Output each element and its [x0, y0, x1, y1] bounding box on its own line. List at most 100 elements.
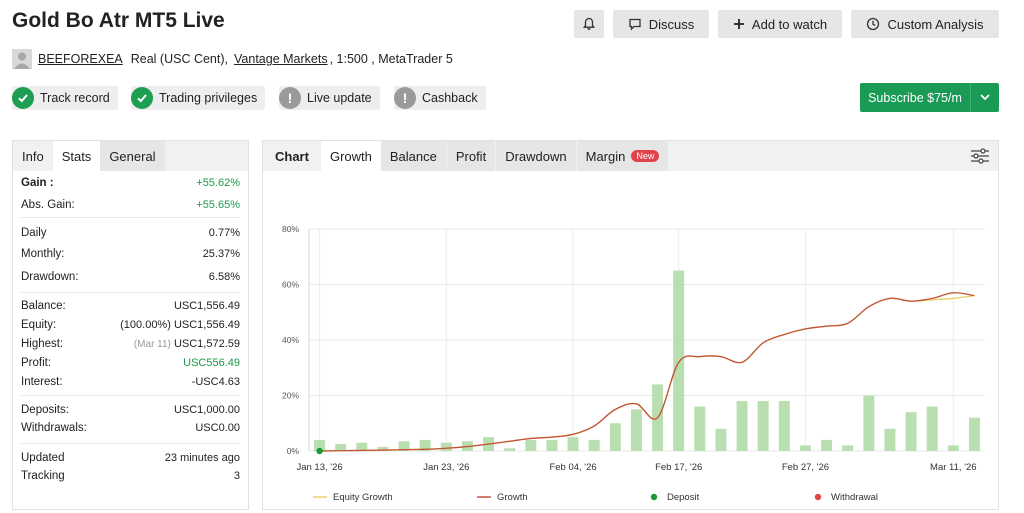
stat-label: Abs. Gain:	[21, 199, 75, 211]
bar	[377, 446, 389, 451]
legend-item: Deposit	[650, 492, 700, 503]
subscribe-label[interactable]: Subscribe $75/m	[860, 83, 971, 112]
bar	[947, 445, 959, 451]
stat-value: USC1,572.59	[173, 337, 240, 350]
bar	[821, 439, 833, 451]
stat-highest: Highest: (Mar 11) USC1,572.59	[21, 334, 240, 353]
tab-drawdown[interactable]: Drawdown	[496, 141, 576, 171]
stat-value: USC1,556.49	[173, 318, 240, 331]
bar	[863, 395, 875, 451]
equity-growth-line	[319, 294, 975, 452]
stat-equity-pct: (100.00%)	[120, 318, 171, 331]
tab-chart[interactable]: Chart	[263, 141, 321, 171]
legend-swatch	[650, 493, 658, 501]
bar	[567, 437, 579, 451]
chevron-down-icon	[980, 94, 990, 101]
chart-panel: Chart Growth Balance Profit Drawdown Mar…	[262, 140, 999, 510]
badge-cashback: ! Cashback	[394, 86, 486, 110]
leverage-platform: , 1:500 , MetaTrader 5	[329, 52, 453, 66]
stats-panel: Info Stats General Gain : +55.62% Abs. G…	[12, 140, 249, 510]
growth-line	[319, 292, 975, 452]
stat-label: Drawdown:	[21, 271, 79, 283]
stat-label: Monthly:	[21, 248, 65, 260]
badge-label: Live update	[307, 91, 372, 105]
legend-label: Equity Growth	[333, 492, 393, 503]
bar	[314, 439, 326, 451]
legend-item: Equity Growth	[313, 492, 393, 503]
legend-label: Withdrawal	[831, 492, 878, 503]
subscribe-button[interactable]: Subscribe $75/m	[860, 83, 999, 112]
notification-button[interactable]	[574, 10, 604, 38]
clock-icon	[867, 17, 880, 31]
x-tick-label: Mar 11, '26	[930, 462, 977, 473]
stat-withdrawals: Withdrawals: USC0.00	[21, 418, 240, 438]
stat-equity: Equity: (100.00%) USC1,556.49	[21, 315, 240, 334]
stat-balance: Balance: USC1,556.49	[21, 293, 240, 315]
deposit-point	[316, 447, 323, 455]
tab-general[interactable]: General	[100, 141, 165, 171]
subscribe-dropdown[interactable]	[971, 83, 999, 112]
growth-chart: 0% 20% 40% 60% 80% Jan 13, '26 Jan 23, '26 Feb…	[282, 224, 985, 503]
stat-tracking: Tracking 3	[21, 466, 240, 486]
check-icon	[131, 87, 153, 109]
badge-label: Track record	[40, 91, 110, 105]
chart-settings-button[interactable]	[962, 141, 998, 171]
bar	[778, 401, 790, 451]
legend-item: Growth	[477, 492, 528, 503]
bar	[694, 406, 706, 451]
tab-margin[interactable]: Margin New	[576, 141, 669, 171]
bar	[757, 401, 769, 451]
sliders-icon	[971, 148, 989, 164]
y-tick-label: 0%	[287, 446, 300, 456]
stat-value: +55.65%	[196, 199, 240, 211]
stat-label: Deposits:	[21, 403, 69, 416]
stat-updated: Updated 23 minutes ago	[21, 444, 240, 466]
stat-value: USC0.00	[195, 422, 240, 434]
stat-value: 23 minutes ago	[164, 452, 240, 464]
x-tick-label: Feb 17, '26	[655, 462, 702, 473]
stat-profit: Profit: USC556.49	[21, 353, 240, 372]
stat-value: 0.77%	[208, 227, 240, 239]
exclamation-icon: !	[394, 87, 416, 109]
bar	[715, 428, 727, 451]
broker-link[interactable]: Vantage Markets	[234, 52, 328, 66]
bar	[884, 428, 896, 451]
new-badge: New	[631, 150, 660, 162]
x-tick-label: Feb 27, '26	[782, 462, 829, 473]
legend-label: Deposit	[667, 492, 700, 503]
stat-value: 3	[233, 470, 240, 482]
stat-label: Highest:	[21, 337, 64, 350]
username-link[interactable]: BEEFOREXEA	[38, 52, 123, 66]
page-title: Gold Bo Atr MT5 Live	[12, 9, 225, 32]
stat-monthly: Monthly: 25.37%	[21, 242, 240, 266]
bar	[419, 439, 431, 451]
tab-growth[interactable]: Growth	[320, 141, 381, 171]
bar	[905, 412, 917, 451]
bar	[440, 442, 452, 451]
stat-label: Balance:	[21, 300, 66, 312]
add-to-watch-button[interactable]: Add to watch	[718, 10, 842, 38]
tab-info[interactable]: Info	[13, 141, 53, 171]
stat-daily: Daily 0.77%	[21, 218, 240, 242]
stat-abs-gain: Abs. Gain: +55.65%	[21, 193, 240, 217]
tab-stats[interactable]: Stats	[52, 141, 101, 171]
stat-value: 25.37%	[202, 248, 240, 260]
stat-label: Daily	[21, 227, 47, 239]
exclamation-icon: !	[279, 87, 301, 109]
legend-label: Growth	[497, 492, 528, 503]
bar	[546, 439, 558, 451]
stat-interest: Interest: -USC4.63	[21, 372, 240, 392]
chart-tabs: Chart Growth Balance Profit Drawdown Mar…	[263, 141, 998, 171]
badge-label: Trading privileges	[159, 91, 258, 105]
legend-swatch	[814, 493, 822, 501]
tab-profit[interactable]: Profit	[446, 141, 496, 171]
tab-balance[interactable]: Balance	[380, 141, 446, 171]
check-icon	[12, 87, 34, 109]
stats-list: Gain : +55.62% Abs. Gain: +55.65% Daily …	[13, 171, 248, 486]
stat-value: USC1,556.49	[173, 300, 240, 312]
custom-analysis-button[interactable]: Custom Analysis	[851, 10, 999, 38]
stat-label: Tracking	[21, 470, 65, 482]
discuss-button[interactable]: Discuss	[613, 10, 709, 38]
stat-label: Profit:	[21, 356, 52, 369]
account-type: Real (USC Cent),	[130, 52, 228, 66]
